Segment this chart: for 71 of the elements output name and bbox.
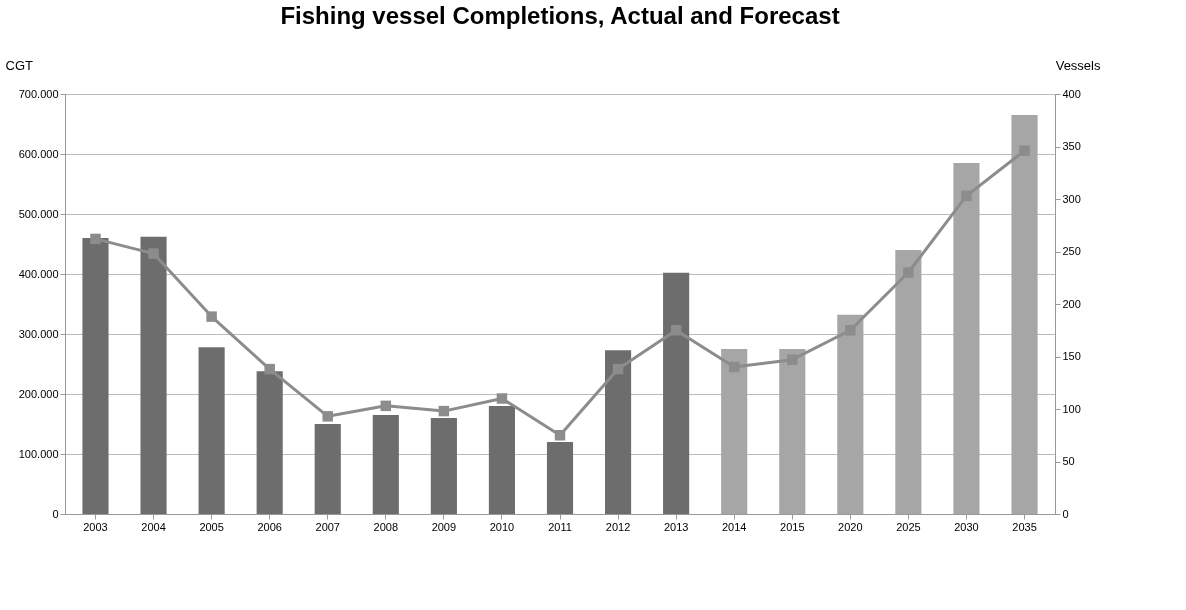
y-tick-label: 400.000: [18, 267, 59, 280]
bar: [430, 418, 457, 514]
bar: [488, 406, 515, 514]
y2-tick-label: 250: [1062, 245, 1081, 257]
x-tick-label: 2010: [489, 520, 515, 533]
point: [1019, 145, 1030, 156]
x-tick-label: 2006: [257, 520, 282, 533]
point: [90, 233, 101, 245]
y-tick-label: 600.000: [18, 147, 59, 160]
bar: [314, 424, 341, 514]
x-tick-label: 2003: [83, 520, 108, 533]
y-tick-label: 0: [52, 507, 59, 520]
y-tick-label: 700.000: [18, 87, 59, 100]
point: [380, 400, 392, 412]
x-tick-label: 2013: [663, 520, 689, 533]
bar: [895, 250, 922, 514]
point: [554, 430, 566, 441]
x-tick-label: 2004: [141, 520, 166, 533]
y-tick-label: 100.000: [18, 447, 59, 460]
point: [148, 248, 159, 259]
point: [206, 311, 217, 322]
bar: [1011, 115, 1038, 514]
y2-tick-label: 200: [1062, 297, 1081, 310]
x-tick-label: 2030: [954, 520, 979, 533]
bar: [721, 349, 748, 514]
y-tick-label: 300.000: [18, 327, 59, 340]
point: [845, 325, 856, 336]
point: [496, 393, 508, 404]
x-tick-label: 2008: [373, 520, 399, 533]
y-tick-label: 200.000: [18, 387, 59, 400]
bar: [82, 238, 109, 514]
x-tick-label: 2025: [896, 520, 921, 533]
chart-title: Fishing vessel Completions, Actual and Forecast: [280, 2, 840, 29]
point: [670, 325, 682, 336]
y-axis-title: CGT: [5, 57, 33, 73]
x-tick-label: 2020: [838, 520, 863, 533]
x-tick-label: 2035: [1012, 520, 1037, 533]
y2-tick-label: 400: [1062, 87, 1081, 100]
x-tick-label: 2012: [605, 520, 631, 533]
bar: [837, 314, 864, 514]
y2-tick-label: 350: [1062, 140, 1081, 152]
bar: [198, 347, 225, 514]
bar: [546, 442, 574, 514]
point: [787, 354, 798, 365]
y2-tick-label: 300: [1062, 192, 1081, 205]
point: [438, 405, 450, 417]
y2-tick-label: 0: [1062, 507, 1069, 520]
bar: [372, 415, 399, 514]
x-tick-label: 2009: [431, 520, 457, 533]
point: [728, 361, 740, 373]
x-tick-label: 2007: [315, 520, 340, 533]
point: [322, 411, 333, 422]
bar: [663, 272, 690, 514]
bar: [779, 349, 806, 514]
bar: [256, 371, 283, 514]
bar: [605, 350, 632, 514]
x-tick-label: 2014: [721, 520, 747, 533]
x-tick-label: 2011: [548, 520, 572, 533]
point: [264, 363, 275, 375]
x-tick-label: 2015: [780, 520, 805, 533]
bar: [953, 163, 980, 514]
x-tick-label: 2005: [199, 520, 224, 533]
bar: [140, 236, 167, 514]
y2-tick-label: 50: [1062, 455, 1075, 467]
y-tick-label: 500.000: [18, 207, 59, 220]
y2-tick-label: 100: [1062, 402, 1081, 415]
point: [961, 190, 972, 202]
point: [612, 363, 624, 375]
y2-axis-title: Vessels: [1055, 57, 1101, 73]
y2-tick-label: 150: [1062, 350, 1081, 362]
point: [903, 267, 914, 278]
